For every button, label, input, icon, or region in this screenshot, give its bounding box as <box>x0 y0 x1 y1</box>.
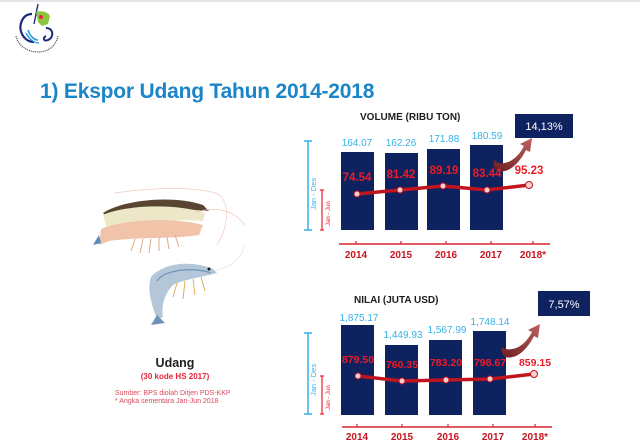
x-tick-2018: 2018* <box>520 250 546 261</box>
line-label-2016: 89.19 <box>430 165 459 177</box>
bar-2017 <box>473 331 506 415</box>
value-chart: NILAI (JUTA USD) Jan - Des Jan - Jun 1,8… <box>304 291 590 443</box>
legend-half-year-label: Jan - Jun <box>326 385 332 410</box>
kkp-logo-icon <box>15 3 59 53</box>
volume-growth-value: 14,13% <box>525 121 563 133</box>
product-subtitle: (30 kode HS 2017) <box>140 372 210 381</box>
x-tick-2015: 2015 <box>390 250 413 261</box>
line-label-2015: 760.35 <box>386 359 418 371</box>
page-title: 1) Ekspor Udang Tahun 2014-2018 <box>40 80 375 103</box>
legend-half-year-label: Jan - Jun <box>326 201 332 226</box>
growth-arrow-icon <box>493 138 532 172</box>
bar-label-2017: 1,748.14 <box>471 317 510 328</box>
footnotes: Sumber: BPS diolah Ditjen PDS-KKP * Angk… <box>115 390 231 406</box>
x-tick-2017: 2017 <box>482 432 505 443</box>
volume-growth-box <box>515 114 573 138</box>
x-tick-2015: 2015 <box>391 432 414 443</box>
bar-label-2015: 1,449.93 <box>384 330 423 341</box>
line-label-2015: 81.42 <box>387 169 416 181</box>
line-label-2017: 83.44 <box>473 168 502 180</box>
line-label-2014: 74.54 <box>343 172 372 184</box>
bar-label-2016: 1,567.99 <box>428 325 467 336</box>
x-tick-2016: 2016 <box>435 250 458 261</box>
bar-label-2014: 164.07 <box>342 138 373 149</box>
shrimp-illustration <box>93 188 246 325</box>
volume-chart-title: VOLUME (RIBU TON) <box>360 112 460 123</box>
legend-half-year: Jan - Jun <box>320 189 332 231</box>
legend-full-year: Jan - Des <box>304 332 318 415</box>
product-name: Udang <box>155 356 195 370</box>
bar-2014 <box>341 325 374 415</box>
line-label-2018: 859.15 <box>519 357 551 369</box>
line-label-2017: 798.67 <box>474 357 506 369</box>
provisional-note: * Angka sementara Jan-Jun 2018 <box>115 398 219 405</box>
bar-label-2016: 171.88 <box>429 134 460 145</box>
value-growth-value: 7,57% <box>548 299 579 311</box>
top-border <box>0 0 640 2</box>
x-tick-2014: 2014 <box>345 250 368 261</box>
source-note: Sumber: BPS diolah Ditjen PDS-KKP <box>115 390 231 397</box>
bar-label-2014: 1,875.17 <box>340 313 379 324</box>
volume-chart: VOLUME (RIBU TON) Jan - Des Jan - Jun 16… <box>304 112 573 261</box>
x-tick-2016: 2016 <box>437 432 460 443</box>
bar-label-2015: 162.26 <box>386 138 417 149</box>
growth-arrow-icon <box>501 324 540 358</box>
value-chart-title: NILAI (JUTA USD) <box>354 295 438 306</box>
legend-full-year-label: Jan - Des <box>309 178 318 210</box>
bar-label-2017: 180.59 <box>472 131 503 142</box>
legend-full-year: Jan - Des <box>304 140 318 231</box>
bar-2016 <box>427 149 460 230</box>
legend-half-year: Jan - Jun <box>320 375 332 415</box>
line-label-2018: 95.23 <box>515 165 544 177</box>
x-tick-2014: 2014 <box>346 432 369 443</box>
value-growth-box <box>538 291 590 316</box>
x-tick-2018: 2018* <box>522 432 548 443</box>
line-label-2014: 879.50 <box>342 354 374 366</box>
legend-full-year-label: Jan - Des <box>309 364 318 396</box>
line-label-2016: 783.20 <box>430 357 462 369</box>
x-tick-2017: 2017 <box>480 250 503 261</box>
